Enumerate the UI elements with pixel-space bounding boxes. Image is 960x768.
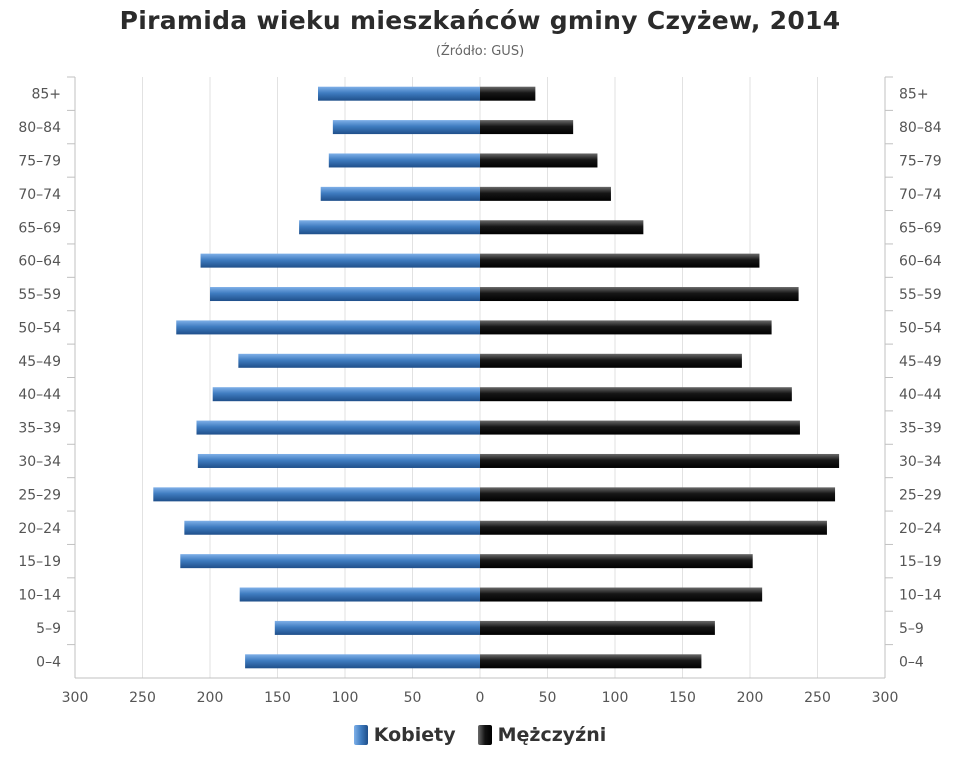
x-tick-label: 0 [476, 690, 485, 706]
chart-subtitle: (Źródło: GUS) [435, 44, 525, 59]
bar-kobiety-60-64[interactable] [200, 253, 481, 268]
category-label-right: 70–74 [899, 187, 942, 203]
bar-kobiety-20-24[interactable] [184, 520, 480, 535]
category-label-right: 80–84 [899, 120, 942, 136]
category-label-left: 20–24 [18, 521, 61, 537]
bar-kobiety-70-74[interactable] [320, 186, 480, 201]
bar-mezczyzni-50-54[interactable] [480, 320, 772, 335]
bar-mezczyzni-10-14[interactable] [480, 587, 763, 602]
category-label-right: 5–9 [899, 621, 924, 637]
category-label-left: 40–44 [18, 387, 61, 403]
category-label-left: 80–84 [18, 120, 61, 136]
category-label-left: 60–64 [18, 254, 61, 270]
category-label-right: 15–19 [899, 554, 942, 570]
x-tick-label: 150 [669, 690, 696, 706]
bar-mezczyzni-70-74[interactable] [480, 186, 611, 201]
category-label-left: 35–39 [18, 421, 61, 437]
x-tick-label: 250 [129, 690, 156, 706]
category-label-right: 65–69 [899, 220, 942, 236]
category-label-right: 35–39 [899, 421, 942, 437]
category-label-left: 25–29 [18, 487, 61, 503]
x-tick-label: 100 [332, 690, 359, 706]
category-label-left: 75–79 [18, 153, 61, 169]
legend-label-kobiety: Kobiety [373, 724, 456, 746]
bar-kobiety-50-54[interactable] [176, 320, 480, 335]
legend: Kobiety Mężczyźni [0, 724, 960, 746]
bar-kobiety-55-59[interactable] [210, 287, 480, 302]
bar-mezczyzni-25-29[interactable] [480, 487, 836, 502]
category-label-right: 25–29 [899, 487, 942, 503]
bar-mezczyzni-15-19[interactable] [480, 554, 753, 569]
category-label-left: 50–54 [18, 320, 61, 336]
bar-mezczyzni-35-39[interactable] [480, 420, 800, 435]
bar-mezczyzni-80-84[interactable] [480, 120, 574, 135]
x-tick-label: 50 [404, 690, 422, 706]
bar-kobiety-30-34[interactable] [197, 453, 480, 468]
category-label-left: 45–49 [18, 354, 61, 370]
bar-kobiety-35-39[interactable] [196, 420, 481, 435]
bar-kobiety-10-14[interactable] [239, 587, 480, 602]
bar-mezczyzni-0-4[interactable] [480, 654, 702, 669]
bar-mezczyzni-60-64[interactable] [480, 253, 760, 268]
bar-mezczyzni-55-59[interactable] [480, 287, 799, 302]
x-tick-label: 250 [804, 690, 831, 706]
category-label-right: 85+ [899, 87, 929, 103]
bar-mezczyzni-85plus[interactable] [480, 86, 536, 101]
category-label-right: 45–49 [899, 354, 942, 370]
category-label-right: 0–4 [899, 654, 924, 670]
category-label-right: 75–79 [899, 153, 942, 169]
category-label-left: 15–19 [18, 554, 61, 570]
bar-kobiety-65-69[interactable] [299, 220, 480, 235]
category-label-left: 85+ [31, 87, 61, 103]
category-label-right: 10–14 [899, 588, 942, 604]
bar-mezczyzni-65-69[interactable] [480, 220, 644, 235]
legend-item-mezczyzni[interactable]: Mężczyźni [477, 724, 607, 746]
category-label-right: 30–34 [899, 454, 942, 470]
category-label-left: 65–69 [18, 220, 61, 236]
category-label-right: 40–44 [899, 387, 942, 403]
bar-kobiety-80-84[interactable] [332, 120, 480, 135]
bar-mezczyzni-75-79[interactable] [480, 153, 598, 168]
bar-kobiety-15-19[interactable] [180, 554, 481, 569]
x-tick-label: 50 [539, 690, 557, 706]
bar-kobiety-40-44[interactable] [212, 387, 480, 402]
category-label-right: 50–54 [899, 320, 942, 336]
category-label-right: 60–64 [899, 254, 942, 270]
x-tick-label: 150 [264, 690, 291, 706]
category-label-right: 55–59 [899, 287, 942, 303]
bar-kobiety-75-79[interactable] [328, 153, 480, 168]
category-label-right: 20–24 [899, 521, 942, 537]
bar-mezczyzni-45-49[interactable] [480, 353, 742, 368]
x-tick-label: 300 [62, 690, 89, 706]
legend-swatch-kobiety [353, 725, 368, 745]
bar-kobiety-0-4[interactable] [245, 654, 480, 669]
bar-mezczyzni-5-9[interactable] [480, 620, 715, 635]
bar-kobiety-85plus[interactable] [318, 86, 480, 101]
legend-label-mezczyzni: Mężczyźni [497, 724, 607, 746]
x-tick-label: 200 [737, 690, 764, 706]
chart-title: Piramida wieku mieszkańców gminy Czyżew,… [119, 6, 841, 35]
bar-mezczyzni-20-24[interactable] [480, 520, 827, 535]
bar-kobiety-45-49[interactable] [238, 353, 480, 368]
x-tick-label: 200 [197, 690, 224, 706]
bar-mezczyzni-40-44[interactable] [480, 387, 792, 402]
category-label-left: 5–9 [36, 621, 61, 637]
x-tick-label: 300 [872, 690, 899, 706]
bar-kobiety-25-29[interactable] [153, 487, 481, 502]
category-label-left: 0–4 [36, 654, 61, 670]
bar-mezczyzni-30-34[interactable] [480, 453, 840, 468]
legend-item-kobiety[interactable]: Kobiety [353, 724, 456, 746]
category-label-left: 10–14 [18, 588, 61, 604]
bar-kobiety-5-9[interactable] [274, 620, 480, 635]
category-label-left: 30–34 [18, 454, 61, 470]
x-tick-label: 100 [602, 690, 629, 706]
category-label-left: 70–74 [18, 187, 61, 203]
category-label-left: 55–59 [18, 287, 61, 303]
legend-swatch-mezczyzni [477, 725, 492, 745]
